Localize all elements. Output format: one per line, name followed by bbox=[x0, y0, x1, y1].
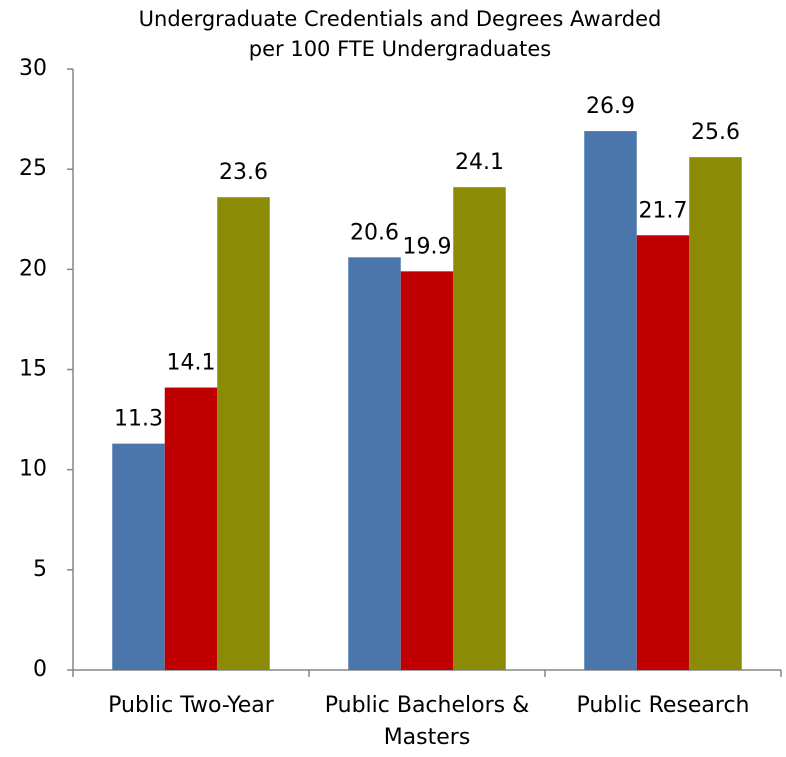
bar bbox=[689, 157, 742, 670]
data-label: 23.6 bbox=[219, 160, 268, 185]
data-label: 25.6 bbox=[691, 120, 740, 145]
y-tick-label: 25 bbox=[19, 156, 47, 181]
data-label: 21.7 bbox=[639, 198, 688, 223]
bar bbox=[400, 271, 454, 670]
data-label: 24.1 bbox=[455, 150, 504, 175]
y-tick-label: 0 bbox=[33, 657, 47, 682]
data-label: 11.3 bbox=[114, 407, 163, 432]
bar bbox=[112, 443, 165, 670]
y-tick-label: 5 bbox=[33, 557, 47, 582]
bar bbox=[584, 131, 637, 670]
chart-title: Undergraduate Credentials and Degrees Aw… bbox=[139, 7, 662, 31]
data-label: 26.9 bbox=[586, 94, 635, 119]
y-tick-label: 30 bbox=[19, 56, 47, 81]
bar bbox=[348, 257, 401, 670]
x-tick-label: Public Two-Year bbox=[108, 693, 275, 718]
y-tick-label: 20 bbox=[19, 256, 47, 281]
y-tick-label: 15 bbox=[19, 357, 47, 382]
x-tick-label: Public Research bbox=[576, 693, 749, 718]
bar bbox=[453, 187, 506, 671]
bar bbox=[217, 197, 270, 671]
y-tick-label: 10 bbox=[19, 457, 47, 482]
x-tick-label: Public Bachelors & Masters bbox=[325, 693, 529, 750]
chart-title: per 100 FTE Undergraduates bbox=[249, 37, 551, 61]
data-label: 14.1 bbox=[167, 351, 216, 376]
data-label: 19.9 bbox=[403, 234, 452, 259]
bar bbox=[164, 387, 218, 670]
data-label: 20.6 bbox=[350, 220, 399, 245]
bar bbox=[636, 235, 690, 670]
